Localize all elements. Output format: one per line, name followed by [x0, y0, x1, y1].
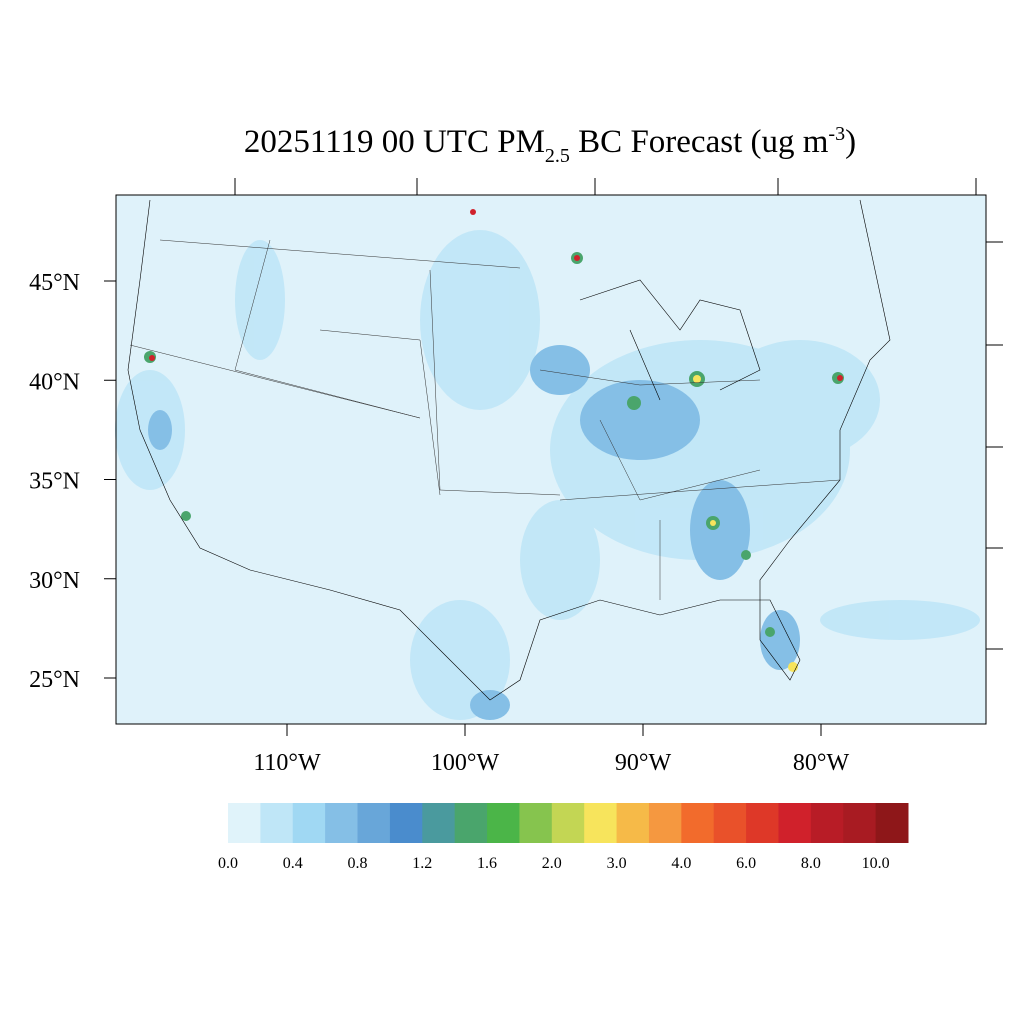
colorbar-box — [325, 803, 359, 843]
lat-label: 45°N — [29, 270, 80, 296]
colorbar-box — [487, 803, 520, 843]
colorbar-box — [746, 803, 779, 843]
colorbar-box — [875, 803, 909, 843]
colorbar-label: 3.0 — [607, 855, 627, 872]
colorbar-label: 0.8 — [348, 855, 368, 872]
colorbar-box — [228, 803, 261, 843]
colorbar-label: 6.0 — [736, 855, 756, 872]
colorbar-box — [357, 803, 391, 843]
map-title: 20251119 00 UTC PM2.5 BC Forecast (ug m-… — [244, 123, 856, 167]
colorbar-box — [292, 803, 326, 843]
lon-label: 80°W — [793, 750, 850, 776]
colorbar-label: 10.0 — [862, 855, 890, 872]
colorbar-box — [454, 803, 488, 843]
colorbar-label: 8.0 — [801, 855, 821, 872]
colorbar-box — [810, 803, 844, 843]
colorbar-box — [389, 803, 423, 843]
map-field — [115, 194, 987, 725]
colorbar-box — [713, 803, 747, 843]
colorbar-box — [422, 803, 456, 843]
lat-label: 25°N — [29, 667, 80, 693]
colorbar-box — [551, 803, 585, 843]
colorbar-box — [519, 803, 553, 843]
colorbar-box — [681, 803, 715, 843]
colorbar-label: 2.0 — [542, 855, 562, 872]
colorbar-label: 1.6 — [477, 855, 497, 872]
map-ticks: 45°N 40°N 35°N 30°N 25°N 110°W 100°W 90°W 80°W — [29, 178, 1003, 776]
lon-label: 90°W — [615, 750, 672, 776]
colorbar-label: 1.2 — [412, 855, 432, 872]
colorbar-label: 0.4 — [283, 855, 303, 872]
colorbar-box — [778, 803, 812, 843]
lat-label: 35°N — [29, 469, 80, 495]
lat-label: 40°N — [29, 369, 80, 395]
colorbar-label: 0.0 — [218, 855, 238, 872]
lat-label: 30°N — [29, 568, 80, 594]
lon-label: 100°W — [431, 750, 500, 776]
colorbar-box — [260, 803, 294, 843]
colorbar-box — [843, 803, 877, 843]
colorbar-box — [616, 803, 650, 843]
lon-label: 110°W — [253, 750, 321, 776]
colorbar: 0.0 0.4 0.8 1.2 1.6 2.0 3.0 4.0 6.0 8.0 10.0 — [218, 803, 909, 872]
colorbar-box — [648, 803, 682, 843]
colorbar-label: 4.0 — [671, 855, 691, 872]
colorbar-box — [584, 803, 618, 843]
